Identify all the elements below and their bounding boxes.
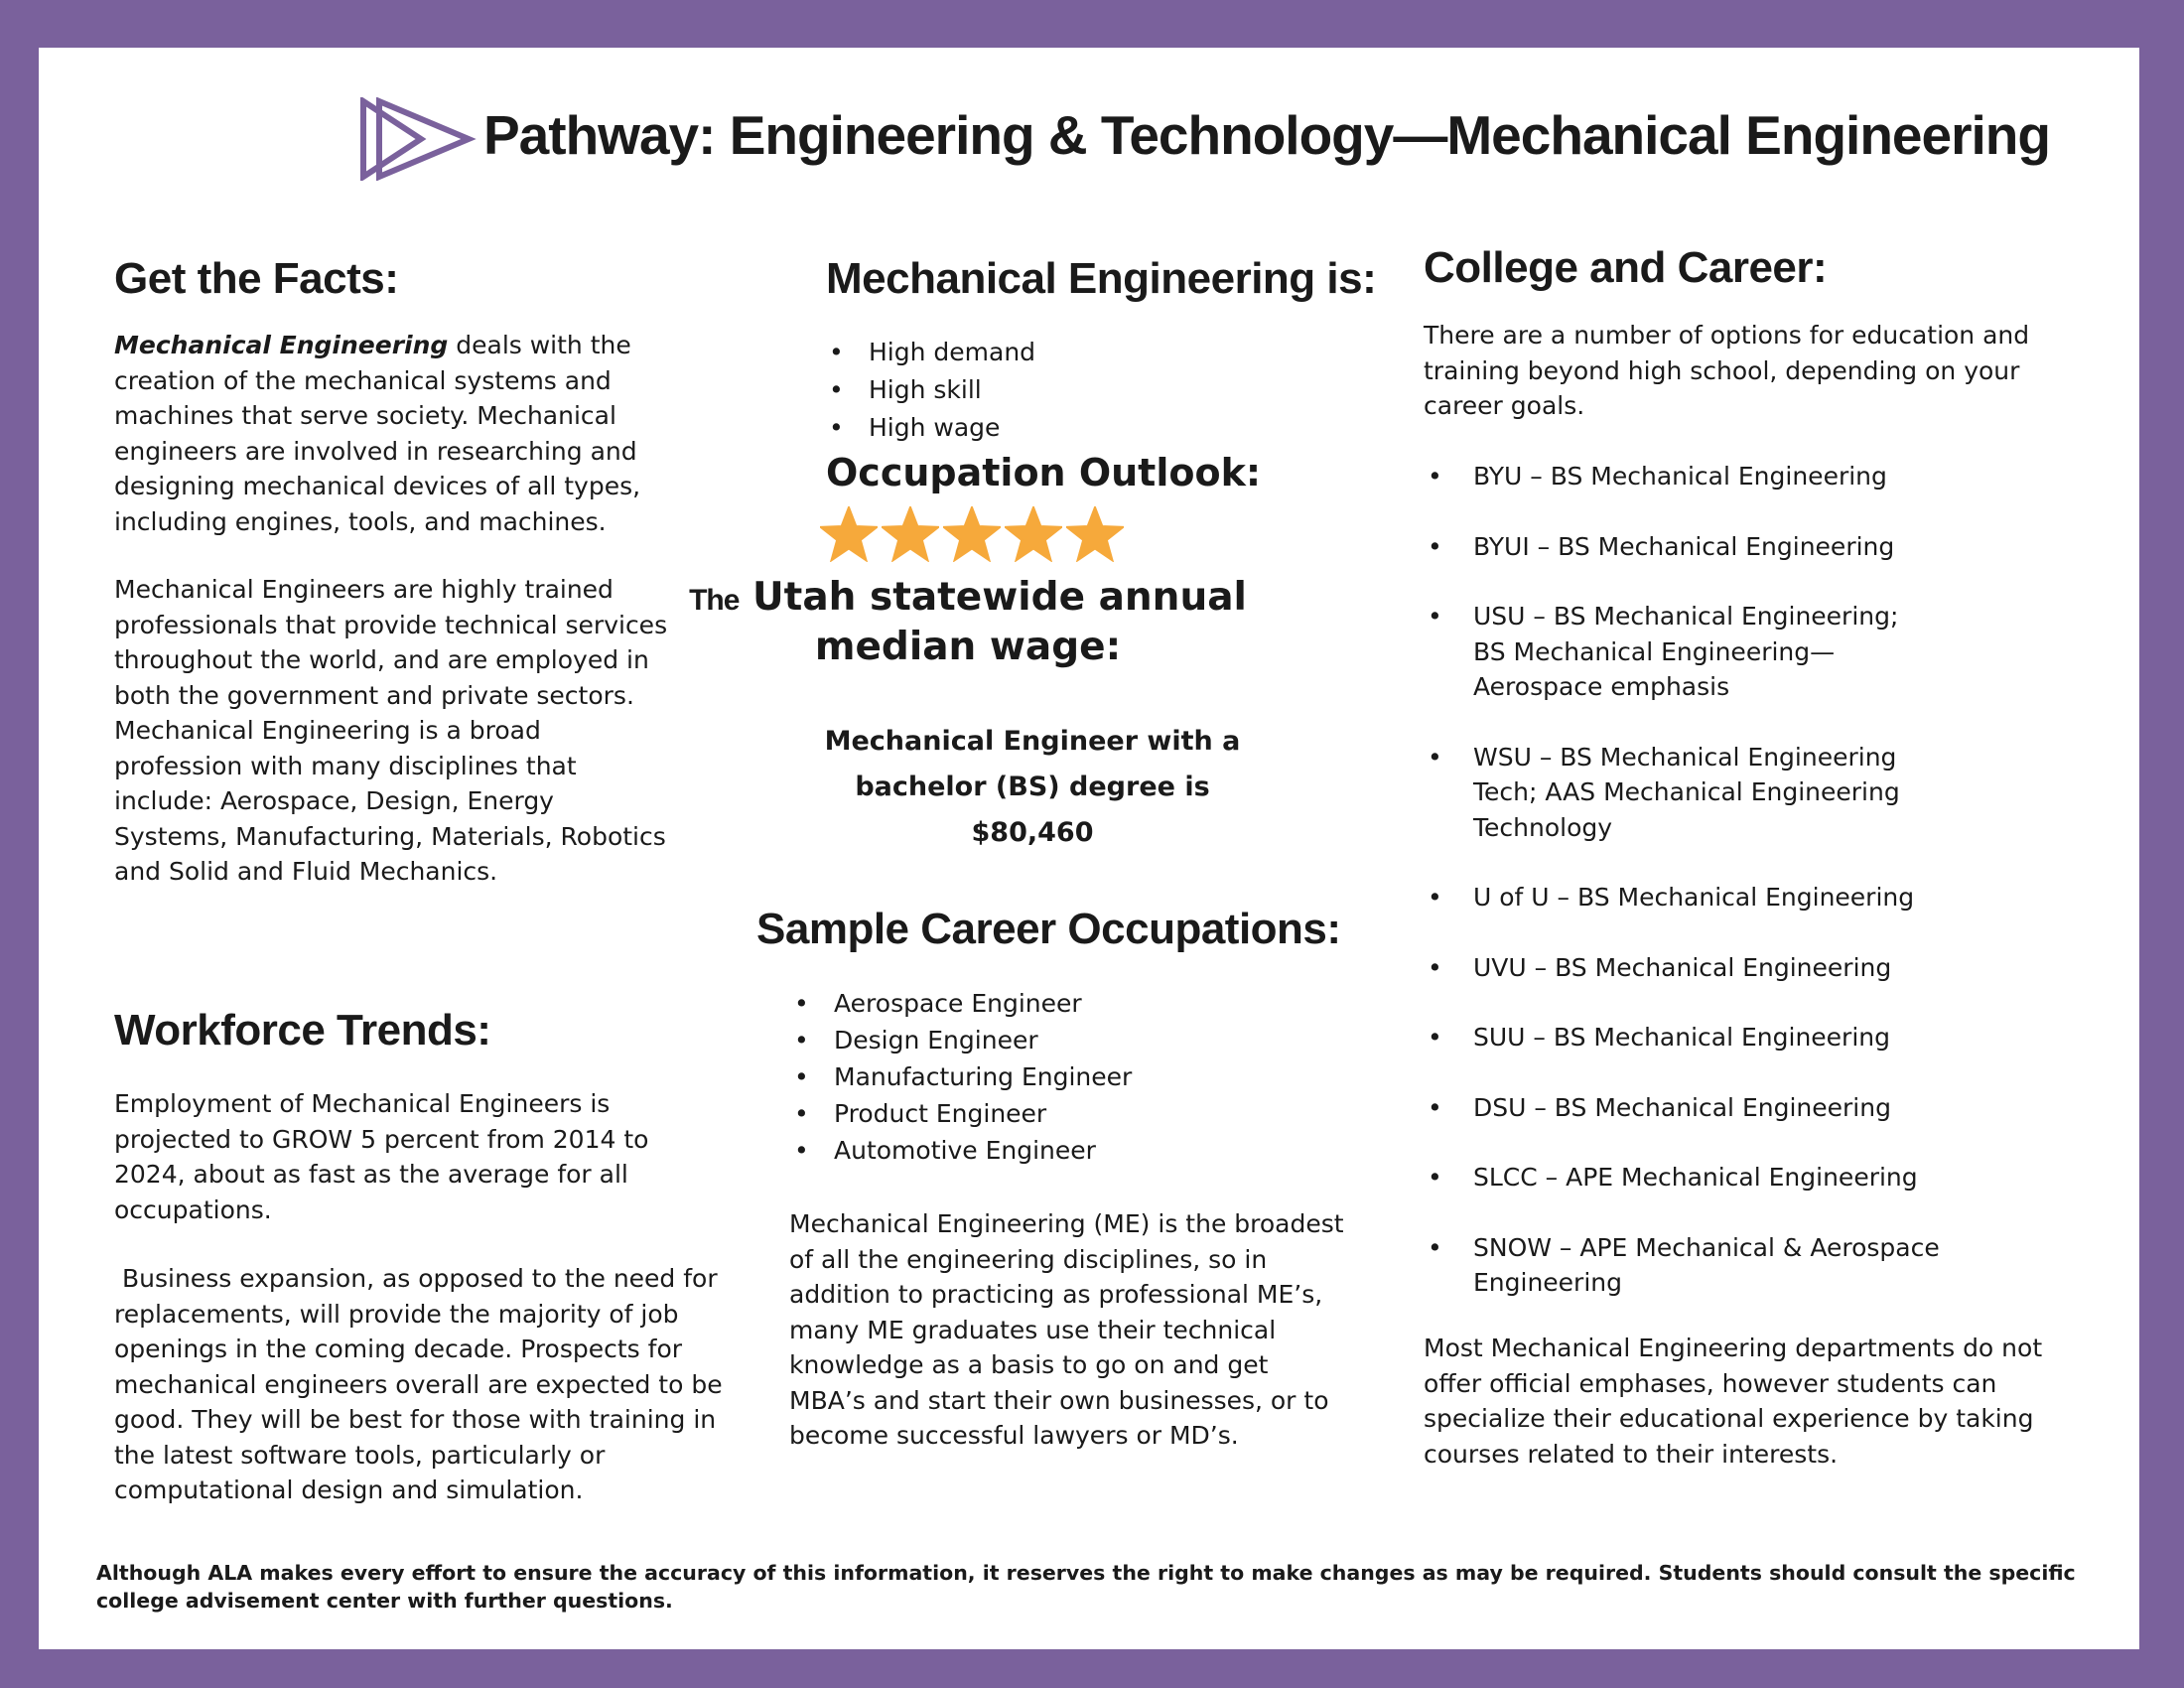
list-item: High skill: [829, 371, 1035, 409]
star-icon: [1066, 506, 1124, 562]
list-item: USU – BS Mechanical Engineering; BS Mech…: [1424, 599, 2079, 705]
list-item: High wage: [829, 409, 1035, 447]
workforce-paragraph-1: Employment of Mechanical Engineers is pr…: [114, 1089, 649, 1224]
list-item: U of U – BS Mechanical Engineering: [1424, 880, 2079, 915]
list-item: Aerospace Engineer: [794, 985, 1132, 1022]
wage-amount: $80,460: [971, 817, 1094, 848]
wage-line-2: bachelor (BS) degree is: [855, 772, 1210, 802]
wage-heading-line-1: Utah statewide annual: [752, 575, 1247, 620]
star-icon: [820, 506, 878, 562]
list-item: BYUI – BS Mechanical Engineering: [1424, 529, 2079, 565]
facts-heading: Get the Facts:: [114, 254, 399, 303]
facts-paragraph-1-text: deals with the creation of the mechanica…: [114, 331, 641, 536]
wage-heading: The Utah statewide annual median wage:: [655, 574, 1281, 670]
list-item: SLCC – APE Mechanical Engineering: [1424, 1160, 2079, 1196]
star-icon: [1005, 506, 1062, 562]
list-item: Design Engineer: [794, 1022, 1132, 1058]
me-is-list: High demand High skill High wage: [829, 334, 1035, 447]
college-closing: Most Mechanical Engineering departments …: [1424, 1334, 2043, 1469]
facts-lead-term: Mechanical Engineering: [114, 331, 449, 359]
list-item: High demand: [829, 334, 1035, 371]
workforce-heading: Workforce Trends:: [114, 1006, 491, 1055]
wage-line-1: Mechanical Engineer with a: [824, 726, 1241, 757]
college-list: BYU – BS Mechanical Engineering BYUI – B…: [1424, 459, 2079, 1336]
college-heading: College and Career:: [1424, 243, 1828, 292]
star-icon: [943, 506, 1001, 562]
list-item: Manufacturing Engineer: [794, 1058, 1132, 1095]
occupations-list: Aerospace Engineer Design Engineer Manuf…: [794, 985, 1132, 1169]
wage-details: Mechanical Engineer with a bachelor (BS)…: [774, 719, 1291, 856]
double-play-triangle-icon: [360, 97, 477, 181]
workforce-paragraph-2: Business expansion, as opposed to the ne…: [114, 1264, 723, 1504]
occupations-heading: Sample Career Occupations:: [756, 905, 1341, 953]
outlook-rating: [820, 506, 1128, 566]
list-item: DSU – BS Mechanical Engineering: [1424, 1090, 2079, 1126]
page-background: [39, 48, 2139, 1649]
list-item: Automotive Engineer: [794, 1132, 1132, 1169]
facts-paragraph-1: Mechanical Engineering deals with the cr…: [114, 328, 710, 539]
list-item: Product Engineer: [794, 1095, 1132, 1132]
college-intro: There are a number of options for educat…: [1424, 321, 2030, 420]
page-title: Pathway: Engineering & Technology—Mechan…: [483, 104, 2051, 166]
disclaimer: Although ALA makes every effort to ensur…: [96, 1561, 2076, 1613]
wage-heading-line-2: median wage:: [814, 625, 1122, 669]
star-icon: [882, 506, 939, 562]
outlook-heading: Occupation Outlook:: [826, 451, 1262, 494]
list-item: SNOW – APE Mechanical & Aerospace Engine…: [1424, 1230, 2079, 1301]
list-item: SUU – BS Mechanical Engineering: [1424, 1020, 2079, 1055]
list-item: UVU – BS Mechanical Engineering: [1424, 950, 2079, 986]
list-item: WSU – BS Mechanical Engineering Tech; AA…: [1424, 740, 2079, 846]
occupations-paragraph: Mechanical Engineering (ME) is the broad…: [789, 1209, 1344, 1450]
facts-paragraph-2: Mechanical Engineers are highly trained …: [114, 575, 668, 886]
list-item: BYU – BS Mechanical Engineering: [1424, 459, 2079, 494]
me-is-heading: Mechanical Engineering is:: [826, 254, 1377, 303]
wage-prefix: The: [689, 584, 740, 617]
